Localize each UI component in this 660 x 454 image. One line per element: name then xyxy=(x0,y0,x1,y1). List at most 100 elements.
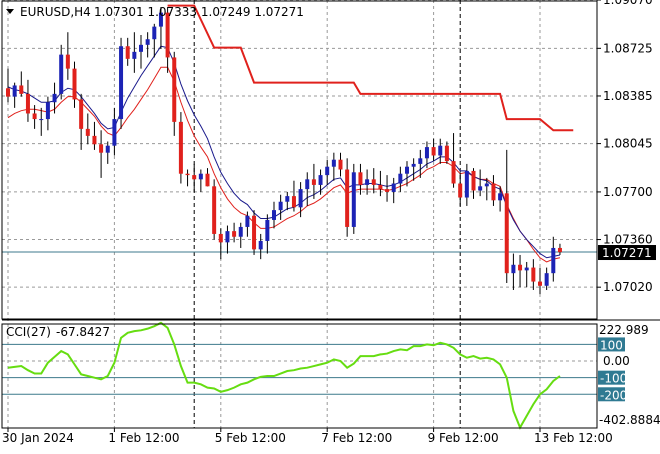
candle[interactable] xyxy=(172,51,177,136)
candle[interactable] xyxy=(152,23,157,58)
candle[interactable] xyxy=(218,228,223,260)
candle[interactable] xyxy=(551,236,556,282)
candle-body-bull xyxy=(272,210,276,220)
candle-body-bear xyxy=(205,173,210,187)
candle[interactable] xyxy=(198,169,203,192)
candle[interactable] xyxy=(405,161,409,187)
candle[interactable] xyxy=(112,107,117,156)
candle[interactable] xyxy=(491,175,496,206)
candle[interactable] xyxy=(99,130,104,178)
candle[interactable] xyxy=(72,61,77,108)
candle[interactable] xyxy=(391,177,396,204)
candle[interactable] xyxy=(311,163,316,199)
candle[interactable] xyxy=(504,149,509,283)
candle-body-bull xyxy=(511,264,516,274)
candle[interactable] xyxy=(291,180,296,212)
candle[interactable] xyxy=(185,169,190,187)
candle[interactable] xyxy=(258,233,263,260)
candle[interactable] xyxy=(232,222,237,243)
candle[interactable] xyxy=(6,68,10,103)
candle[interactable] xyxy=(158,7,163,50)
candle[interactable] xyxy=(278,194,283,220)
candle[interactable] xyxy=(325,159,330,185)
candle[interactable] xyxy=(252,210,257,255)
candle[interactable] xyxy=(431,138,436,162)
candle-body-bear xyxy=(444,145,449,162)
candle[interactable] xyxy=(92,121,97,150)
candle-body-bear xyxy=(385,189,390,192)
candle[interactable] xyxy=(125,37,130,66)
candle[interactable] xyxy=(139,35,143,69)
candle[interactable] xyxy=(238,222,243,248)
candle[interactable] xyxy=(557,243,562,255)
candle[interactable] xyxy=(119,37,124,129)
candle[interactable] xyxy=(331,152,336,181)
candle[interactable] xyxy=(498,186,503,212)
candle[interactable] xyxy=(358,163,363,195)
candle[interactable] xyxy=(338,152,343,177)
candle-body-bear xyxy=(451,161,456,184)
candle[interactable] xyxy=(45,96,50,131)
candle[interactable] xyxy=(478,169,483,197)
candle[interactable] xyxy=(272,201,276,229)
candle[interactable] xyxy=(59,44,64,100)
candle[interactable] xyxy=(305,172,310,206)
cci-label: CCI(27) xyxy=(6,325,51,339)
candle[interactable] xyxy=(79,93,84,150)
candle[interactable] xyxy=(178,112,183,184)
candle[interactable] xyxy=(371,168,376,194)
candle[interactable] xyxy=(25,79,30,122)
candle[interactable] xyxy=(39,107,44,136)
candle[interactable] xyxy=(365,169,370,195)
candle[interactable] xyxy=(145,32,150,58)
candle[interactable] xyxy=(471,168,476,199)
candle[interactable] xyxy=(52,82,57,114)
price-tick-label: 1.07360 xyxy=(603,233,653,247)
candle[interactable] xyxy=(298,182,303,218)
candle[interactable] xyxy=(32,105,37,129)
candle[interactable] xyxy=(85,113,90,145)
candle-body-bull xyxy=(152,26,157,40)
candle[interactable] xyxy=(265,214,270,254)
candle[interactable] xyxy=(544,267,549,290)
candle[interactable] xyxy=(19,71,24,97)
candle-body-bull xyxy=(318,175,323,185)
candle[interactable] xyxy=(411,158,416,181)
candle[interactable] xyxy=(378,170,383,197)
candle[interactable] xyxy=(192,163,197,192)
candle[interactable] xyxy=(438,138,443,164)
candle[interactable] xyxy=(484,177,489,201)
candle[interactable] xyxy=(451,133,456,188)
candle[interactable] xyxy=(65,32,70,80)
candle[interactable] xyxy=(385,175,390,202)
candle[interactable] xyxy=(531,259,536,290)
candle-body-bull xyxy=(285,196,290,202)
candle[interactable] xyxy=(285,191,290,211)
candle[interactable] xyxy=(345,158,350,237)
candle[interactable] xyxy=(424,141,429,169)
candle[interactable] xyxy=(458,172,463,206)
candle[interactable] xyxy=(418,149,423,178)
candle[interactable] xyxy=(464,163,469,206)
candle[interactable] xyxy=(212,179,217,240)
candle[interactable] xyxy=(524,261,529,288)
candle[interactable] xyxy=(132,32,137,73)
candle[interactable] xyxy=(351,163,356,234)
candle[interactable] xyxy=(12,82,17,108)
candle-body-bear xyxy=(172,57,177,122)
candle[interactable] xyxy=(511,253,516,290)
candle[interactable] xyxy=(518,254,523,288)
candle[interactable] xyxy=(398,166,403,192)
candle[interactable] xyxy=(538,267,542,295)
candle[interactable] xyxy=(105,141,110,164)
triangle-down-icon[interactable] xyxy=(6,9,14,14)
candle[interactable] xyxy=(165,7,170,73)
candle[interactable] xyxy=(444,141,449,164)
candle[interactable] xyxy=(205,168,210,187)
candle[interactable] xyxy=(245,211,250,237)
candles-layer[interactable] xyxy=(6,7,562,295)
candle[interactable] xyxy=(225,225,230,254)
candle[interactable] xyxy=(318,169,323,195)
